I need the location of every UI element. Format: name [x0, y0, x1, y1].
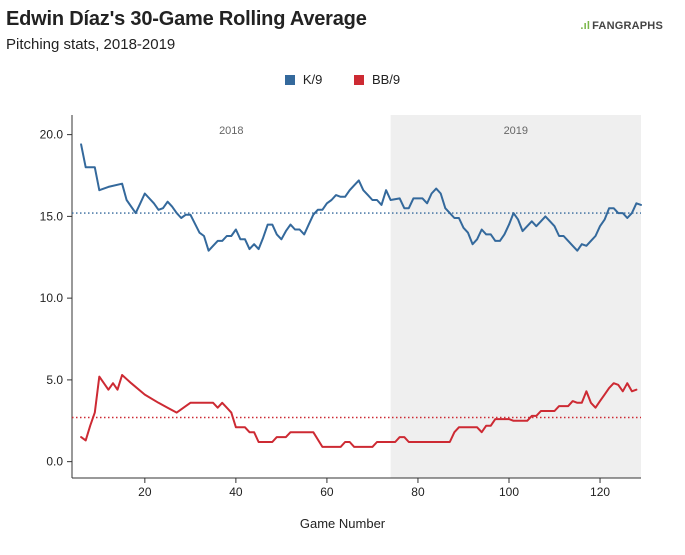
chart-subtitle: Pitching stats, 2018-2019: [6, 36, 176, 53]
y-tick-label: 5.0: [46, 373, 63, 387]
y-tick-label: 15.0: [40, 209, 64, 223]
x-tick-label: 20: [138, 485, 152, 499]
series-line-K9: [80, 143, 642, 252]
bar-chart-icon: .ıl: [580, 20, 591, 32]
y-tick-label: 20.0: [40, 128, 64, 142]
x-tick-label: 60: [320, 485, 334, 499]
x-tick-label: 80: [411, 485, 425, 499]
legend-item-bb9: BB/9: [353, 72, 401, 87]
legend-item-k9: K/9: [284, 72, 323, 87]
chart-title: Edwin Díaz's 30-Game Rolling Average: [6, 8, 367, 30]
series-line-BB9: [80, 374, 638, 448]
season-shade-2019: [390, 115, 641, 478]
fangraphs-logo: .ıl FANGRAPHS: [580, 20, 663, 32]
x-axis-label: Game Number: [299, 516, 386, 531]
x-tick-label: 120: [590, 485, 610, 499]
x-tick-label: 100: [499, 485, 519, 499]
legend-label-bb9: BB/9: [371, 72, 401, 87]
y-tick-label: 10.0: [40, 291, 64, 305]
legend-swatch-bb9: [353, 75, 364, 85]
y-tick-label: 0.0: [46, 455, 63, 469]
x-tick-label: 40: [229, 485, 243, 499]
season-label-2018: 2018: [219, 125, 243, 137]
logo-text: FANGRAPHS: [592, 20, 663, 32]
legend-swatch-k9: [284, 75, 295, 85]
legend-label-k9: K/9: [302, 72, 323, 87]
season-label-2019: 2019: [504, 125, 528, 137]
legend: K/9 BB/9: [0, 72, 685, 87]
